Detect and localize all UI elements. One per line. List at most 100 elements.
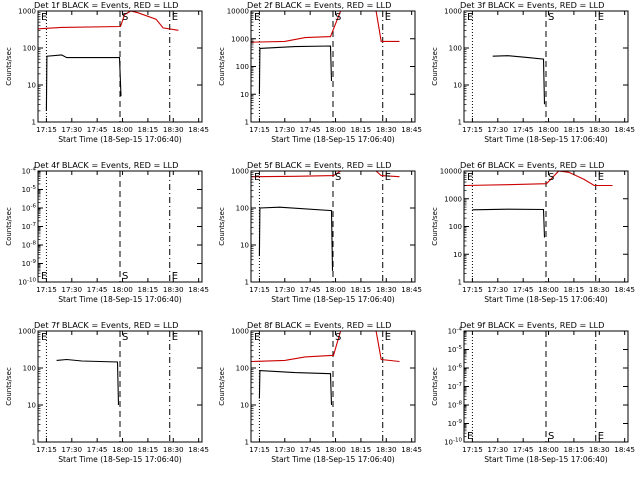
plot-frame — [463, 10, 629, 123]
x-axis-label: Start Time (18-Sep-15 17:06:40) — [271, 455, 395, 464]
y-tick-label: 10-8 — [448, 401, 463, 410]
marker-label-s: S — [548, 12, 554, 23]
y-tick-label: 10 — [27, 402, 36, 410]
marker-label-s: S — [122, 332, 128, 343]
panel-title: Det 7f BLACK = Events, RED = LLD — [34, 320, 178, 330]
x-tick-label: 18:00 — [112, 285, 133, 294]
x-tick-label: 17:30 — [487, 445, 508, 454]
chart-panel-4: Det 4f BLACK = Events, RED = LLD E S E 17:15… — [5, 160, 209, 304]
y-axis-label: Counts/sec — [218, 47, 226, 86]
y-tick-label: 10-9 — [448, 419, 463, 428]
x-axis-label: Start Time (18-Sep-15 17:06:40) — [58, 455, 182, 464]
x-tick-label: 17:30 — [61, 285, 82, 294]
x-tick-label: 18:45 — [614, 445, 635, 454]
x-tick-label: 18:45 — [614, 285, 635, 294]
marker-label-s: S — [122, 12, 128, 23]
y-tick-label: 10-6 — [448, 364, 463, 373]
lld-series-line — [38, 10, 179, 31]
x-tick-label: 17:45 — [300, 285, 321, 294]
y-tick-label: 100 — [449, 223, 462, 231]
x-tick-label: 18:30 — [589, 125, 610, 134]
x-tick-label: 18:45 — [188, 125, 209, 134]
x-tick-label: 18:00 — [325, 445, 346, 454]
panel-title: Det 1f BLACK = Events, RED = LLD — [34, 0, 178, 10]
marker-label-e: E — [41, 12, 47, 23]
y-tick-label: 100 — [23, 365, 36, 373]
lld-series-line — [464, 170, 613, 187]
x-axis-label: Start Time (18-Sep-15 17:06:40) — [484, 455, 608, 464]
lld-series-line — [251, 330, 400, 363]
chart-panel-1: Det 1f BLACK = Events, RED = LLD E S E 17:15… — [5, 0, 209, 144]
x-tick-label: 18:15 — [138, 445, 159, 454]
events-series-line — [492, 55, 546, 105]
y-tick-label: 10-9 — [22, 259, 37, 268]
y-tick-label: 10-8 — [22, 241, 37, 250]
y-tick-label: 10-4 — [448, 327, 463, 336]
y-axis-label: Counts/sec — [218, 367, 226, 406]
plot-frame — [37, 330, 203, 443]
x-tick-label: 18:30 — [163, 125, 184, 134]
chart-panel-3: Det 3f BLACK = Events, RED = LLD E S E 17:15… — [431, 0, 635, 144]
x-tick-label: 17:30 — [274, 125, 295, 134]
x-tick-label: 18:00 — [538, 285, 559, 294]
lld-series-line — [251, 170, 400, 178]
x-tick-label: 18:00 — [538, 125, 559, 134]
x-tick-label: 17:15 — [462, 285, 483, 294]
y-tick-label: 10 — [240, 402, 249, 410]
y-tick-label: 10-6 — [22, 204, 37, 213]
y-tick-label: 10 — [240, 91, 249, 99]
y-tick-label: 10-5 — [448, 345, 463, 354]
x-axis-label: Start Time (18-Sep-15 17:06:40) — [58, 295, 182, 304]
y-tick-label: 10-5 — [22, 185, 37, 194]
marker-label-e: E — [385, 172, 391, 183]
x-tick-label: 18:30 — [376, 125, 397, 134]
x-tick-label: 17:15 — [249, 285, 270, 294]
x-tick-label: 17:15 — [462, 125, 483, 134]
x-tick-label: 18:15 — [351, 445, 372, 454]
y-axis-label: Counts/sec — [5, 207, 13, 246]
y-tick-label: 100 — [236, 205, 249, 213]
y-tick-label: 1 — [245, 279, 249, 287]
x-tick-label: 18:00 — [112, 125, 133, 134]
x-tick-label: 17:30 — [61, 445, 82, 454]
y-tick-label: 1 — [458, 279, 462, 287]
y-tick-label: 1 — [245, 439, 249, 447]
marker-label-s: S — [335, 332, 341, 343]
marker-label-e: E — [467, 172, 473, 183]
x-tick-label: 17:45 — [87, 125, 108, 134]
plot-frame — [250, 170, 416, 283]
x-tick-label: 17:30 — [487, 285, 508, 294]
marker-label-e: E — [41, 271, 47, 282]
x-axis-label: Start Time (18-Sep-15 17:06:40) — [271, 295, 395, 304]
x-tick-label: 18:45 — [401, 445, 422, 454]
x-tick-label: 17:30 — [487, 125, 508, 134]
marker-label-e: E — [172, 12, 178, 23]
y-tick-label: 10 — [27, 82, 36, 90]
x-tick-label: 18:45 — [401, 125, 422, 134]
x-tick-label: 18:15 — [564, 285, 585, 294]
y-tick-label: 10-7 — [448, 382, 463, 391]
plot-frame — [250, 330, 416, 443]
chart-panel-6: Det 6f BLACK = Events, RED = LLD E S E 17:15… — [431, 160, 635, 304]
y-tick-label: 1000 — [231, 328, 249, 336]
chart-panel-9: Det 9f BLACK = Events, RED = LLD E S E 17:15… — [431, 320, 635, 464]
x-tick-label: 18:15 — [351, 285, 372, 294]
marker-label-e: E — [254, 332, 260, 343]
x-tick-label: 17:45 — [513, 285, 534, 294]
panel-title: Det 2f BLACK = Events, RED = LLD — [247, 0, 391, 10]
y-axis-label: Counts/sec — [431, 207, 439, 246]
y-tick-label: 10000 — [227, 8, 249, 16]
panel-title: Det 8f BLACK = Events, RED = LLD — [247, 320, 391, 330]
x-tick-label: 18:30 — [163, 445, 184, 454]
x-axis-label: Start Time (18-Sep-15 17:06:40) — [271, 135, 395, 144]
y-tick-label: 1000 — [231, 168, 249, 176]
x-tick-label: 17:15 — [36, 285, 57, 294]
x-tick-label: 18:45 — [401, 285, 422, 294]
panel-title: Det 9f BLACK = Events, RED = LLD — [460, 320, 604, 330]
events-series-line — [258, 45, 333, 95]
chart-panel-5: Det 5f BLACK = Events, RED = LLD E S E 17:15… — [218, 160, 422, 304]
events-series-line — [258, 370, 333, 406]
x-tick-label: 18:45 — [188, 285, 209, 294]
marker-label-s: S — [335, 12, 341, 23]
y-tick-label: 10-7 — [22, 222, 37, 231]
